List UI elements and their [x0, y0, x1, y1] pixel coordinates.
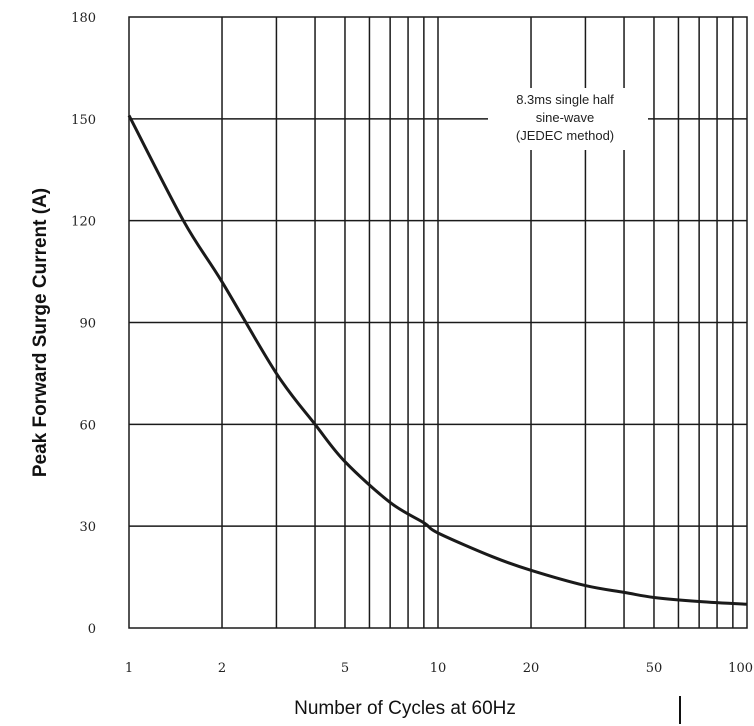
- y-tick-label: 90: [79, 317, 96, 332]
- plot-frame: [128, 16, 748, 629]
- y-tick-label: 180: [71, 11, 96, 26]
- y-tick-label: 30: [79, 520, 96, 535]
- annotation-line-2: sine-wave: [536, 110, 595, 125]
- plot-border: [128, 16, 748, 629]
- x-tick-label: 10: [430, 661, 447, 676]
- y-tick-label: 60: [79, 418, 96, 433]
- y-tick-label: 0: [88, 622, 96, 637]
- y-axis-label: Peak Forward Surge Current (A): [30, 188, 51, 477]
- x-axis-label: Number of Cycles at 60Hz: [294, 698, 516, 719]
- y-axis-ticks: 0 30 60 90 120 150 180: [71, 11, 96, 637]
- x-tick-label: 50: [646, 661, 663, 676]
- x-tick-label: 2: [218, 661, 226, 676]
- x-tick-label: 5: [341, 661, 349, 676]
- y-tick-label: 120: [71, 215, 96, 230]
- annotation-line-3: (JEDEC method): [516, 128, 614, 143]
- annotation-background: [488, 88, 648, 150]
- annotation: 8.3ms single half sine-wave (JEDEC metho…: [488, 88, 648, 150]
- x-tick-label: 100: [728, 661, 753, 676]
- x-axis-ticks: 1 2 5 10 20 50 100: [125, 661, 753, 676]
- annotation-line-1: 8.3ms single half: [516, 92, 614, 107]
- grid: [129, 17, 747, 628]
- y-tick-label: 150: [71, 113, 96, 128]
- x-tick-label: 20: [523, 661, 540, 676]
- x-tick-label: 1: [125, 661, 133, 676]
- series-line: [127, 114, 748, 606]
